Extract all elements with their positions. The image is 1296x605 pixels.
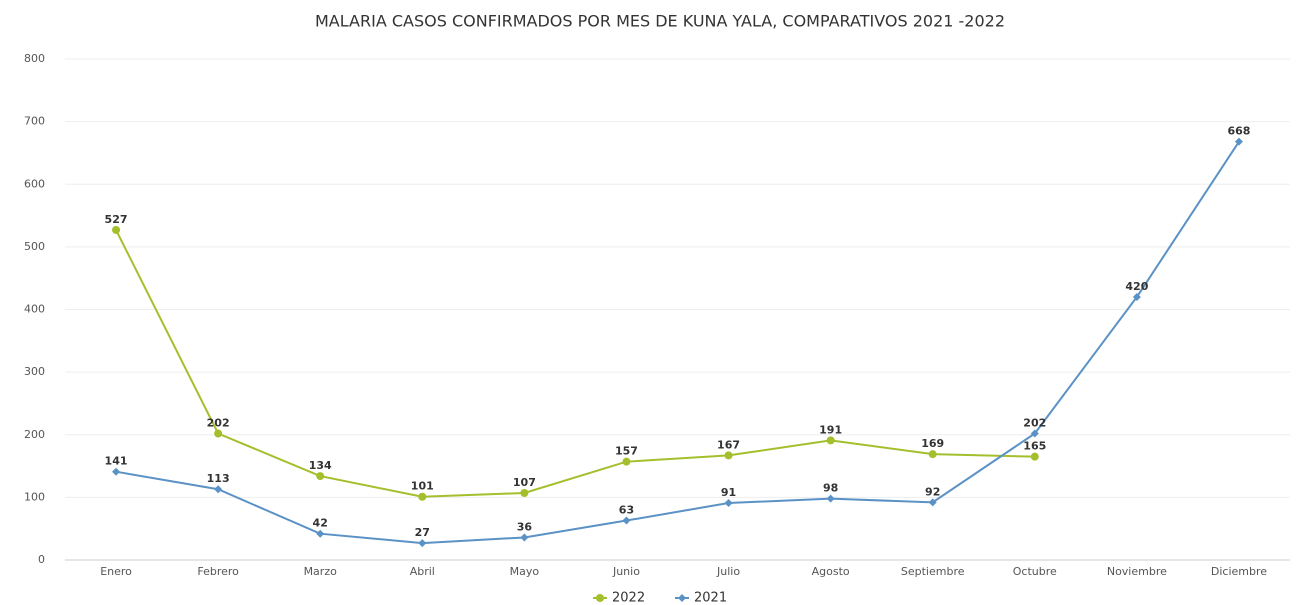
x-tick-label: Noviembre [1107,565,1167,578]
data-label: 63 [619,504,634,517]
marker [520,488,529,497]
x-tick-label: Septiembre [901,565,965,578]
marker [112,225,121,234]
legend-label: 2022 [612,591,645,605]
marker [316,529,325,538]
data-label: 42 [313,517,328,530]
marker [316,472,325,481]
legend-label: 2021 [694,591,727,605]
data-label: 420 [1125,280,1148,293]
marker [928,450,937,459]
x-tick-label: Marzo [304,565,338,578]
x-tick-label: Mayo [510,565,540,578]
x-tick-label: Enero [100,565,132,578]
marker [678,594,686,602]
y-tick-label: 100 [24,490,45,503]
marker [622,516,631,525]
x-tick-label: Abril [410,565,435,578]
x-tick-label: Agosto [812,565,850,578]
data-label: 98 [823,482,838,495]
data-label: 92 [925,485,940,498]
y-tick-label: 500 [24,240,45,253]
y-tick-label: 800 [24,52,45,65]
data-label: 167 [717,438,740,451]
data-label: 91 [721,486,736,499]
y-tick-label: 200 [24,428,45,441]
data-label: 668 [1227,125,1250,138]
marker [724,499,733,508]
data-label: 134 [309,459,332,472]
x-tick-label: Febrero [197,565,239,578]
marker [1132,292,1141,301]
marker [112,467,121,476]
series-line [115,229,1035,498]
marker [622,457,631,466]
marker [1030,429,1039,438]
y-tick-label: 700 [24,115,45,128]
marker [520,533,529,542]
chart-title: MALARIA CASOS CONFIRMADOS POR MES DE KUN… [315,12,1005,31]
x-tick-label: Diciembre [1211,565,1267,578]
marker [214,429,223,438]
data-label: 191 [819,423,842,436]
data-label: 527 [105,213,128,226]
marker [826,494,835,503]
data-label: 113 [207,472,230,485]
x-tick-label: Junio [612,565,640,578]
marker [1234,137,1243,146]
series-line [115,141,1240,545]
y-tick-label: 0 [38,553,45,566]
x-tick-label: Octubre [1013,565,1057,578]
marker [418,492,427,501]
marker [724,451,733,460]
y-tick-label: 600 [24,177,45,190]
x-tick-label: Julio [716,565,740,578]
data-label: 101 [411,480,434,493]
marker [928,498,937,507]
data-label: 165 [1023,440,1046,453]
y-tick-label: 400 [24,303,45,316]
data-label: 141 [105,455,128,468]
data-label: 107 [513,476,536,489]
data-label: 169 [921,437,944,450]
data-label: 202 [1023,416,1046,429]
data-label: 27 [415,526,430,539]
data-label: 157 [615,445,638,458]
y-tick-label: 300 [24,365,45,378]
marker [596,594,604,602]
marker [214,485,223,494]
marker [826,436,835,445]
data-label: 36 [517,520,533,533]
marker [1030,452,1039,461]
data-label: 202 [207,416,230,429]
marker [418,539,427,548]
